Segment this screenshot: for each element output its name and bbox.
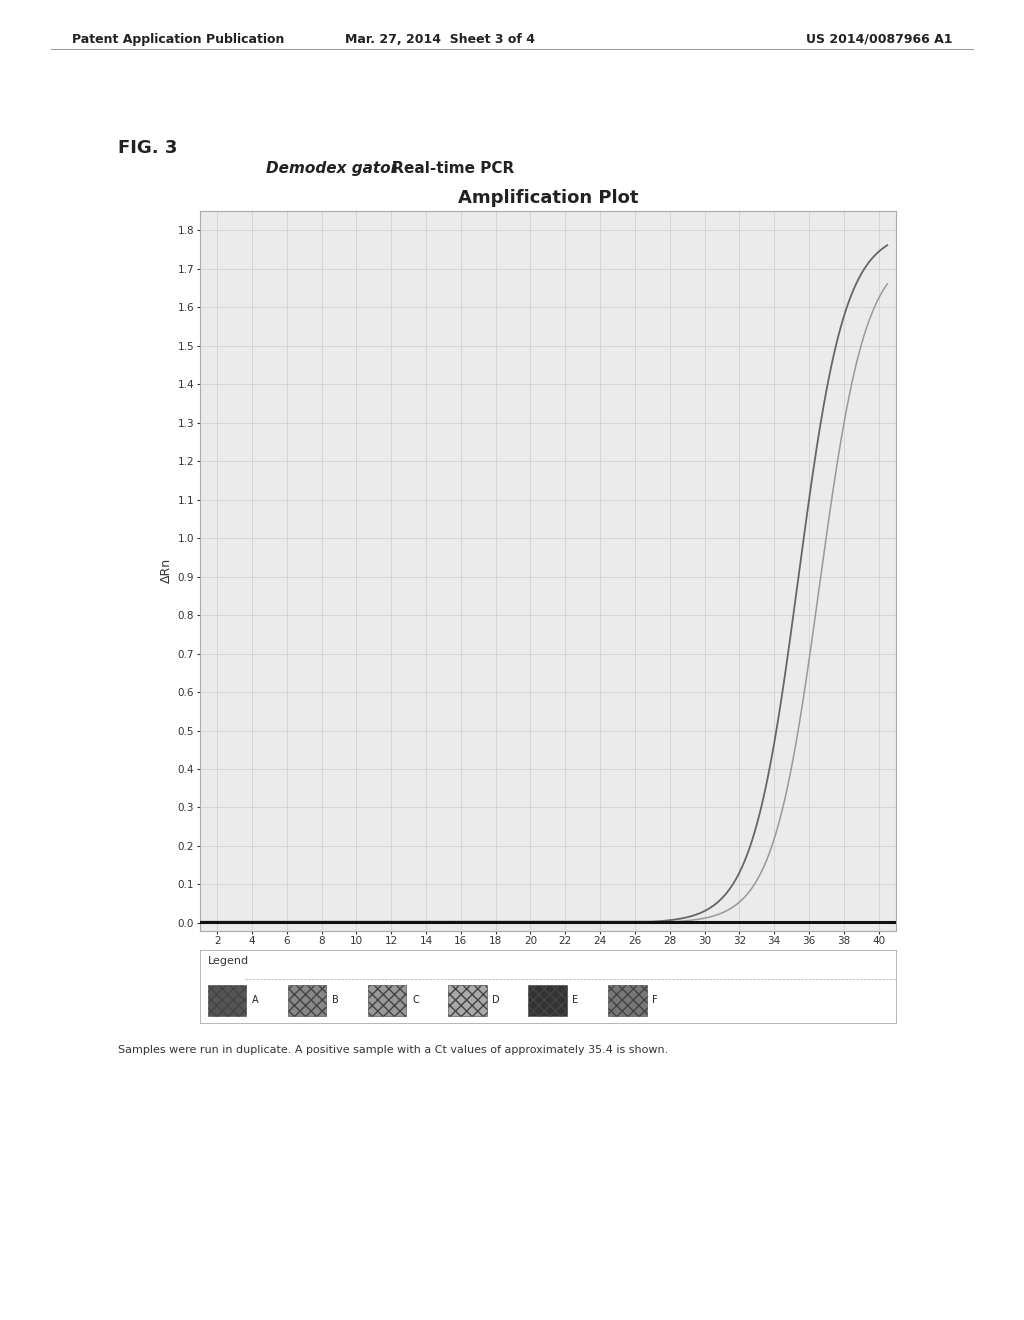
Bar <box>528 985 566 1016</box>
Text: B: B <box>332 995 339 1006</box>
Text: Mar. 27, 2014  Sheet 3 of 4: Mar. 27, 2014 Sheet 3 of 4 <box>345 33 536 46</box>
Title: Amplification Plot: Amplification Plot <box>458 189 638 207</box>
Bar <box>608 985 647 1016</box>
Text: A: A <box>252 995 258 1006</box>
Bar <box>208 985 247 1016</box>
Text: C: C <box>412 995 419 1006</box>
Text: F: F <box>652 995 657 1006</box>
Text: Samples were run in duplicate. A positive sample with a Ct values of approximate: Samples were run in duplicate. A positiv… <box>118 1045 668 1056</box>
Bar <box>449 985 486 1016</box>
Text: D: D <box>493 995 500 1006</box>
Text: Patent Application Publication: Patent Application Publication <box>72 33 284 46</box>
X-axis label: Cycle: Cycle <box>530 950 565 964</box>
Y-axis label: ΔRn: ΔRn <box>161 558 173 583</box>
Text: Demodex gatoi: Demodex gatoi <box>266 161 396 176</box>
Text: Real-time PCR: Real-time PCR <box>387 161 514 176</box>
Text: E: E <box>572 995 579 1006</box>
Text: US 2014/0087966 A1: US 2014/0087966 A1 <box>806 33 952 46</box>
Text: FIG. 3: FIG. 3 <box>118 139 177 157</box>
Bar <box>369 985 407 1016</box>
Bar <box>288 985 327 1016</box>
Text: Legend: Legend <box>208 956 249 966</box>
